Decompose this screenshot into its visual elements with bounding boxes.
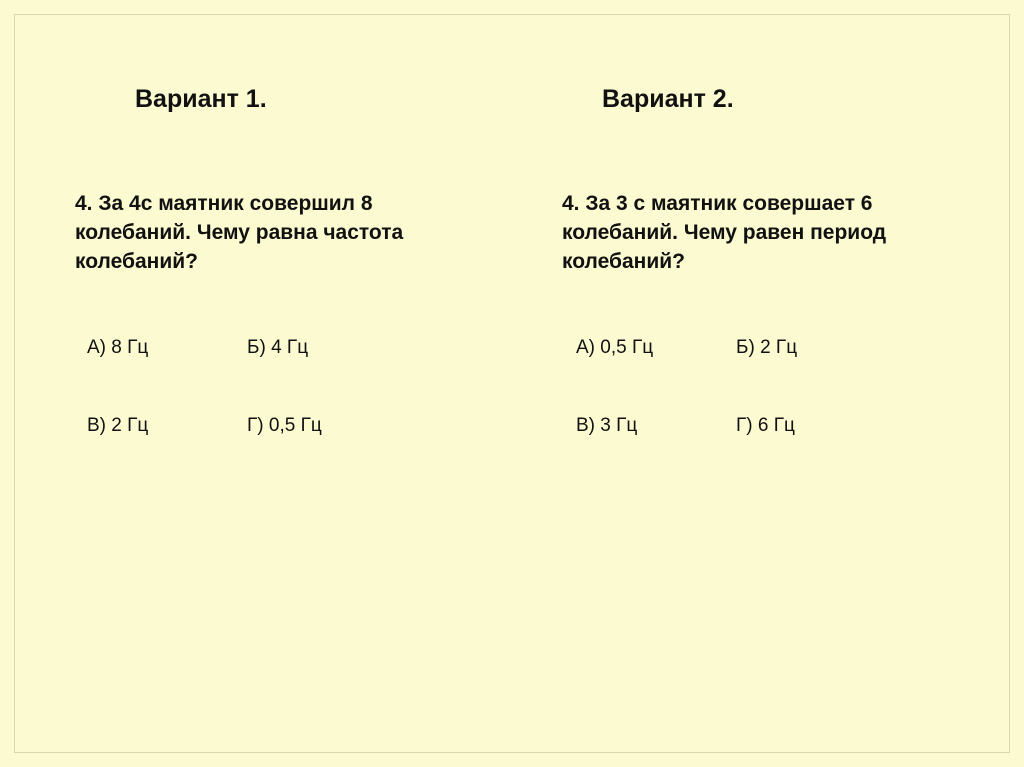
variant-1-option-v: В) 2 Гц: [87, 415, 247, 437]
variant-2-option-g: Г) 6 Гц: [736, 415, 896, 437]
slide-frame: Вариант 1. 4. За 4с маятник совершил 8 к…: [14, 14, 1010, 753]
variant-2-option-a: А) 0,5 Гц: [576, 337, 736, 359]
variant-1-column: Вариант 1. 4. За 4с маятник совершил 8 к…: [15, 15, 512, 752]
variant-2-option-v: В) 3 Гц: [576, 415, 736, 437]
variant-1-options: А) 8 Гц Б) 4 Гц В) 2 Гц Г) 0,5 Гц: [75, 337, 482, 437]
variant-1-option-b: Б) 4 Гц: [247, 337, 407, 359]
variant-2-option-b: Б) 2 Гц: [736, 337, 896, 359]
two-column-layout: Вариант 1. 4. За 4с маятник совершил 8 к…: [15, 15, 1009, 752]
variant-2-options: А) 0,5 Гц Б) 2 Гц В) 3 Гц Г) 6 Гц: [562, 337, 979, 437]
variant-2-title: Вариант 2.: [602, 85, 979, 114]
variant-1-question: 4. За 4с маятник совершил 8 колебаний. Ч…: [75, 190, 475, 277]
variant-1-title: Вариант 1.: [135, 85, 482, 114]
variant-1-option-g: Г) 0,5 Гц: [247, 415, 407, 437]
variant-1-option-a: А) 8 Гц: [87, 337, 247, 359]
variant-2-question: 4. За 3 с маятник совершает 6 колебаний.…: [562, 190, 962, 277]
variant-2-column: Вариант 2. 4. За 3 с маятник совершает 6…: [512, 15, 1009, 752]
